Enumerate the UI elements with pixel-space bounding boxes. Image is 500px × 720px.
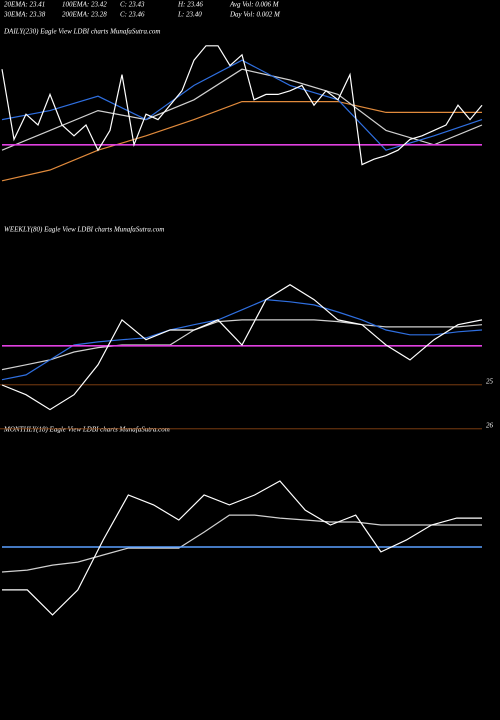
header-item: 20EMA: 23.41: [4, 1, 45, 9]
header-item: C: 23.46: [120, 11, 145, 19]
series-line: [1, 59, 483, 151]
header: 20EMA: 23.41 100EMA: 23.42 C: 23.43 H: 2…: [3, 1, 281, 19]
series-line: [1, 101, 482, 182]
header-item: 100EMA: 23.42: [62, 1, 107, 9]
header-item: L: 23.40: [177, 11, 202, 19]
header-item: H: 23.46: [177, 1, 203, 9]
series-line: [2, 480, 482, 616]
y-tick-label: 26: [486, 421, 494, 429]
series-line: [1, 319, 483, 371]
series-line: [1, 514, 482, 573]
panel-title: DAILY(230) Eagle View LDBI charts Munafa…: [3, 28, 160, 36]
header-item: Avg Vol: 0.006 M: [229, 1, 280, 9]
series-line: [1, 283, 483, 411]
panel-title: MONTHLY(18) Eagle View LDBI charts Munaf…: [3, 426, 170, 434]
header-item: C: 23.43: [120, 1, 145, 9]
y-tick-label: 25: [486, 377, 494, 385]
series-line: [1, 45, 483, 166]
series-line: [1, 298, 483, 381]
header-item: 30EMA: 23.38: [3, 11, 46, 19]
series-line: [1, 68, 483, 151]
panel-title: WEEKLY(80) Eagle View LDBI charts Munafa…: [4, 226, 164, 234]
header-item: 200EMA: 23.28: [62, 11, 107, 19]
header-item: Day Vol: 0.002 M: [229, 11, 281, 19]
